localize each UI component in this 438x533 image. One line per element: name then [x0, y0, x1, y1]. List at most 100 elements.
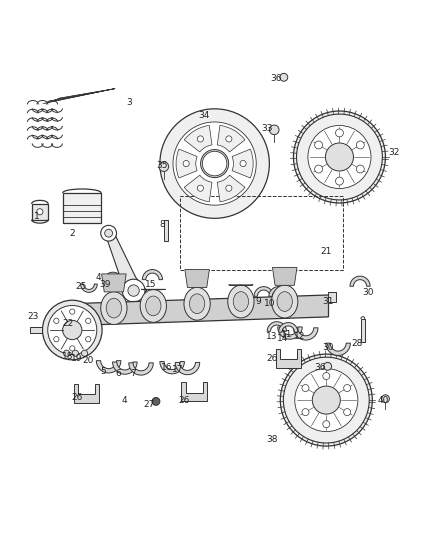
Text: 6: 6: [115, 369, 121, 378]
Polygon shape: [278, 327, 302, 339]
Text: 35: 35: [156, 161, 168, 170]
Text: 36: 36: [270, 74, 282, 83]
Circle shape: [37, 209, 43, 215]
Text: 34: 34: [198, 111, 209, 120]
Polygon shape: [103, 272, 123, 282]
Text: 2: 2: [70, 229, 75, 238]
Bar: [30, 327, 42, 333]
Polygon shape: [269, 287, 288, 296]
Circle shape: [128, 285, 139, 296]
Circle shape: [308, 125, 371, 189]
Circle shape: [173, 122, 256, 205]
Wedge shape: [232, 149, 253, 178]
Text: 30: 30: [362, 288, 374, 297]
Circle shape: [336, 129, 343, 137]
Circle shape: [197, 136, 203, 142]
Polygon shape: [267, 322, 286, 332]
Circle shape: [269, 125, 279, 135]
Text: 7: 7: [131, 369, 137, 378]
Polygon shape: [74, 384, 99, 403]
Text: 25: 25: [75, 282, 87, 290]
Bar: [164, 220, 168, 241]
Circle shape: [336, 177, 343, 185]
Circle shape: [48, 305, 97, 354]
Circle shape: [85, 336, 91, 342]
Text: 33: 33: [261, 124, 273, 133]
Circle shape: [357, 141, 364, 149]
Ellipse shape: [106, 298, 122, 318]
Text: 5: 5: [100, 367, 106, 376]
Text: 21: 21: [321, 247, 332, 256]
Polygon shape: [175, 362, 200, 375]
Circle shape: [302, 384, 309, 392]
Circle shape: [324, 362, 332, 370]
Polygon shape: [254, 287, 273, 296]
Text: 22: 22: [62, 319, 74, 328]
Text: 8: 8: [159, 220, 165, 229]
Circle shape: [152, 398, 160, 405]
Polygon shape: [81, 284, 97, 292]
Text: 3: 3: [126, 98, 132, 107]
Circle shape: [295, 368, 358, 432]
Polygon shape: [272, 268, 297, 285]
Polygon shape: [96, 361, 121, 373]
Polygon shape: [276, 349, 301, 368]
Wedge shape: [217, 175, 245, 201]
Text: 12: 12: [294, 332, 306, 341]
Circle shape: [226, 136, 232, 142]
Circle shape: [293, 111, 385, 203]
Circle shape: [344, 409, 351, 416]
Text: 20: 20: [82, 356, 93, 365]
Text: 17: 17: [172, 365, 183, 374]
Polygon shape: [293, 328, 318, 340]
Text: 26: 26: [178, 395, 190, 405]
Circle shape: [63, 320, 82, 340]
Text: 18: 18: [62, 352, 74, 361]
Ellipse shape: [233, 292, 249, 311]
Ellipse shape: [189, 294, 205, 313]
Polygon shape: [160, 361, 184, 374]
Circle shape: [357, 165, 364, 173]
Ellipse shape: [228, 285, 254, 318]
Text: 28: 28: [351, 338, 363, 348]
Circle shape: [42, 300, 102, 360]
Text: 4: 4: [96, 273, 101, 282]
Ellipse shape: [140, 289, 166, 322]
Circle shape: [201, 150, 229, 177]
Polygon shape: [185, 270, 209, 287]
Circle shape: [70, 309, 75, 314]
Text: 39: 39: [99, 279, 111, 288]
Wedge shape: [184, 125, 212, 152]
Circle shape: [159, 162, 169, 172]
Circle shape: [122, 279, 145, 302]
Bar: [63, 193, 101, 223]
Text: 26: 26: [266, 354, 277, 363]
Text: 31: 31: [323, 297, 334, 306]
Circle shape: [197, 185, 203, 191]
Circle shape: [280, 74, 288, 81]
Circle shape: [344, 384, 351, 392]
Text: 10: 10: [264, 299, 275, 308]
Circle shape: [101, 225, 117, 241]
Circle shape: [302, 409, 309, 416]
Polygon shape: [142, 270, 162, 280]
Circle shape: [85, 318, 91, 324]
Polygon shape: [102, 274, 126, 292]
Bar: [328, 292, 336, 302]
Circle shape: [314, 165, 322, 173]
Circle shape: [314, 141, 322, 149]
Text: 19: 19: [71, 354, 82, 363]
Polygon shape: [350, 276, 370, 286]
Bar: [361, 319, 365, 342]
Circle shape: [54, 336, 59, 342]
Polygon shape: [113, 362, 137, 374]
Circle shape: [105, 229, 113, 237]
Circle shape: [381, 395, 389, 403]
Wedge shape: [176, 149, 197, 178]
Text: 38: 38: [266, 435, 277, 444]
Circle shape: [54, 318, 59, 324]
Text: 32: 32: [389, 148, 400, 157]
Text: 26: 26: [71, 393, 82, 402]
Text: 36: 36: [314, 363, 325, 372]
Ellipse shape: [184, 287, 210, 320]
